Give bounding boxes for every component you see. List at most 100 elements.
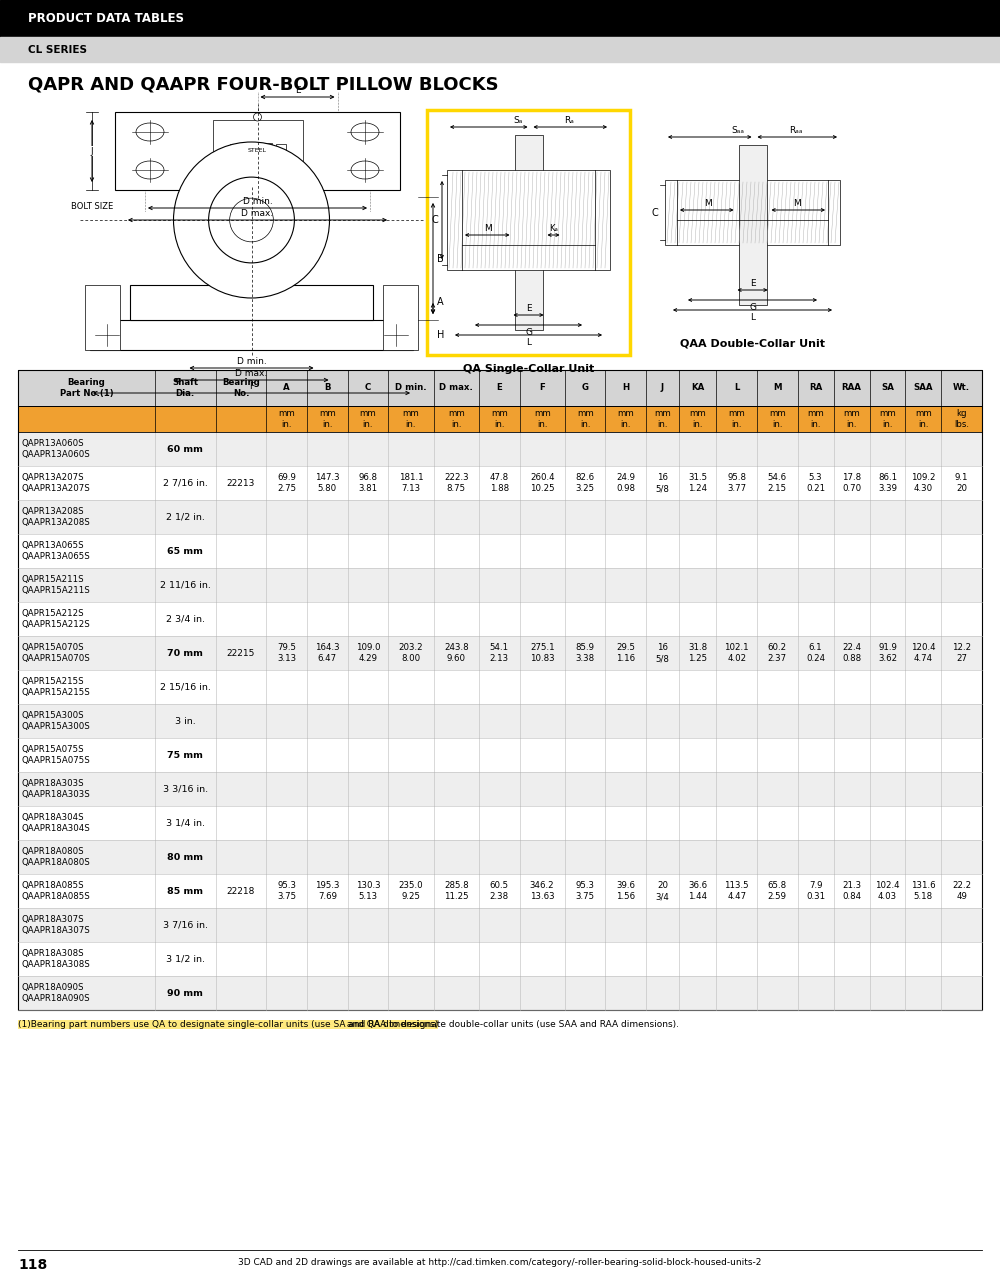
Text: 24.9: 24.9 <box>616 474 635 483</box>
Text: 6.47: 6.47 <box>318 654 337 663</box>
Ellipse shape <box>136 161 164 179</box>
Text: D min.: D min. <box>237 357 266 366</box>
Text: 90 mm: 90 mm <box>167 988 203 997</box>
Text: BOLT SIZE: BOLT SIZE <box>71 202 113 211</box>
Text: Shaft
Dia.: Shaft Dia. <box>172 379 198 398</box>
Text: QAPR AND QAAPR FOUR-BOLT PILLOW BLOCKS: QAPR AND QAAPR FOUR-BOLT PILLOW BLOCKS <box>28 76 499 93</box>
Bar <box>18 534 982 568</box>
Bar <box>212 120 302 182</box>
Text: 1.24: 1.24 <box>688 484 707 493</box>
Text: E: E <box>496 384 502 393</box>
Text: CL SERIES: CL SERIES <box>28 45 87 55</box>
Bar <box>18 636 982 669</box>
Text: H: H <box>437 330 444 340</box>
Text: QAPR18A308S: QAPR18A308S <box>21 948 84 957</box>
Bar <box>18 704 982 739</box>
Text: 118: 118 <box>18 1258 47 1272</box>
Text: Sₐₐ: Sₐₐ <box>731 125 744 134</box>
Text: QAAPR18A307S: QAAPR18A307S <box>21 925 90 934</box>
Bar <box>18 669 982 704</box>
Text: 95.3: 95.3 <box>277 881 296 890</box>
Text: 60.2: 60.2 <box>768 643 787 652</box>
Text: KA: KA <box>691 384 704 393</box>
Text: J: J <box>661 384 664 393</box>
Text: mm
in.: mm in. <box>491 410 508 429</box>
Text: 85 mm: 85 mm <box>167 887 203 896</box>
Text: E: E <box>295 86 300 95</box>
Text: 86.1: 86.1 <box>878 474 897 483</box>
Text: QAAPR13A207S: QAAPR13A207S <box>21 484 90 493</box>
Text: A: A <box>437 297 444 307</box>
Text: STEEL: STEEL <box>248 148 267 154</box>
Text: 20: 20 <box>956 484 967 493</box>
Text: C: C <box>652 207 658 218</box>
Text: 13.63: 13.63 <box>530 892 554 901</box>
Text: 2 11/16 in.: 2 11/16 in. <box>160 581 211 590</box>
Text: D min.: D min. <box>243 197 272 206</box>
Bar <box>18 975 982 1010</box>
Text: kg
lbs.: kg lbs. <box>954 410 969 429</box>
Text: 17.8: 17.8 <box>842 474 861 483</box>
Text: 3D CAD and 2D drawings are available at http://cad.timken.com/category/-roller-b: 3D CAD and 2D drawings are available at … <box>238 1258 762 1267</box>
Text: 54.6: 54.6 <box>768 474 787 483</box>
Bar <box>276 143 286 157</box>
Text: 109.0: 109.0 <box>356 643 380 652</box>
Text: Rₐ: Rₐ <box>564 116 574 125</box>
Text: 2 1/2 in.: 2 1/2 in. <box>166 512 205 521</box>
Text: 181.1: 181.1 <box>399 474 423 483</box>
Text: 10.25: 10.25 <box>530 484 554 493</box>
Bar <box>18 431 982 466</box>
Text: 5.18: 5.18 <box>914 892 933 901</box>
Text: 222.3: 222.3 <box>444 474 469 483</box>
Text: 96.8: 96.8 <box>358 474 377 483</box>
Text: mm
in.: mm in. <box>403 410 419 429</box>
Text: 285.8: 285.8 <box>444 881 469 890</box>
Text: 3 in.: 3 in. <box>175 717 196 726</box>
Text: QAPR15A215S: QAPR15A215S <box>21 677 84 686</box>
Text: RA: RA <box>809 384 822 393</box>
Text: Sₐ: Sₐ <box>514 116 523 125</box>
Text: QAAPR18A085S: QAAPR18A085S <box>21 892 90 901</box>
Text: Rₐₐ: Rₐₐ <box>790 125 803 134</box>
Text: 275.1: 275.1 <box>530 643 554 652</box>
Text: 120.4: 120.4 <box>911 643 936 652</box>
Text: F: F <box>539 384 545 393</box>
Text: 39.6: 39.6 <box>616 881 635 890</box>
Text: QAAPR18A304S: QAAPR18A304S <box>21 824 90 833</box>
Text: 4.29: 4.29 <box>358 654 377 663</box>
Bar <box>18 806 982 840</box>
Text: 6.1: 6.1 <box>809 643 822 652</box>
Bar <box>18 370 982 1010</box>
Text: M: M <box>773 384 782 393</box>
Text: 80 mm: 80 mm <box>167 852 203 861</box>
Text: 0.84: 0.84 <box>842 892 861 901</box>
Ellipse shape <box>351 123 379 141</box>
Text: 8.75: 8.75 <box>447 484 466 493</box>
Text: 2 15/16 in.: 2 15/16 in. <box>160 682 211 691</box>
Text: 22215: 22215 <box>227 649 255 658</box>
Text: 95.8: 95.8 <box>727 474 746 483</box>
Text: 131.6: 131.6 <box>911 881 936 890</box>
Text: 9.60: 9.60 <box>447 654 466 663</box>
Text: QAAPR15A211S: QAAPR15A211S <box>21 586 90 595</box>
Text: 69.9: 69.9 <box>277 474 296 483</box>
Bar <box>383 285 418 349</box>
Text: PRODUCT DATA TABLES: PRODUCT DATA TABLES <box>28 13 184 26</box>
Text: mm
in.: mm in. <box>807 410 824 429</box>
Bar <box>18 942 982 975</box>
Bar <box>0 37 1000 61</box>
Text: 0.88: 0.88 <box>842 654 861 663</box>
Text: 70 mm: 70 mm <box>167 649 203 658</box>
Text: 9.25: 9.25 <box>401 892 420 901</box>
Text: 1.56: 1.56 <box>616 892 635 901</box>
Text: 27: 27 <box>956 654 967 663</box>
Text: 3 3/16 in.: 3 3/16 in. <box>163 785 208 794</box>
Text: SAA: SAA <box>914 384 933 393</box>
Text: 1.16: 1.16 <box>616 654 635 663</box>
Text: QAPR13A060S: QAPR13A060S <box>21 439 84 448</box>
Text: mm
in.: mm in. <box>534 410 551 429</box>
Text: QAA Double-Collar Unit: QAA Double-Collar Unit <box>680 339 825 349</box>
Bar <box>85 285 120 349</box>
Bar <box>18 406 982 431</box>
Text: QAPR13A065S: QAPR13A065S <box>21 541 84 550</box>
